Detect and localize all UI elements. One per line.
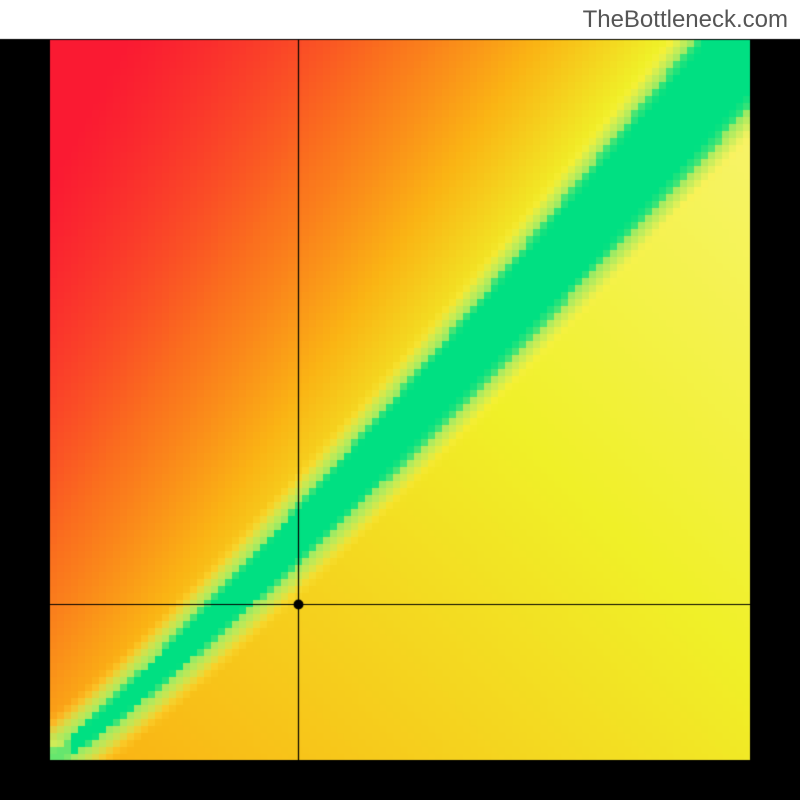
watermark-text: TheBottleneck.com <box>583 6 788 34</box>
heatmap-chart <box>0 0 800 800</box>
heatmap-canvas <box>0 0 800 800</box>
chart-container: TheBottleneck.com <box>0 0 800 800</box>
